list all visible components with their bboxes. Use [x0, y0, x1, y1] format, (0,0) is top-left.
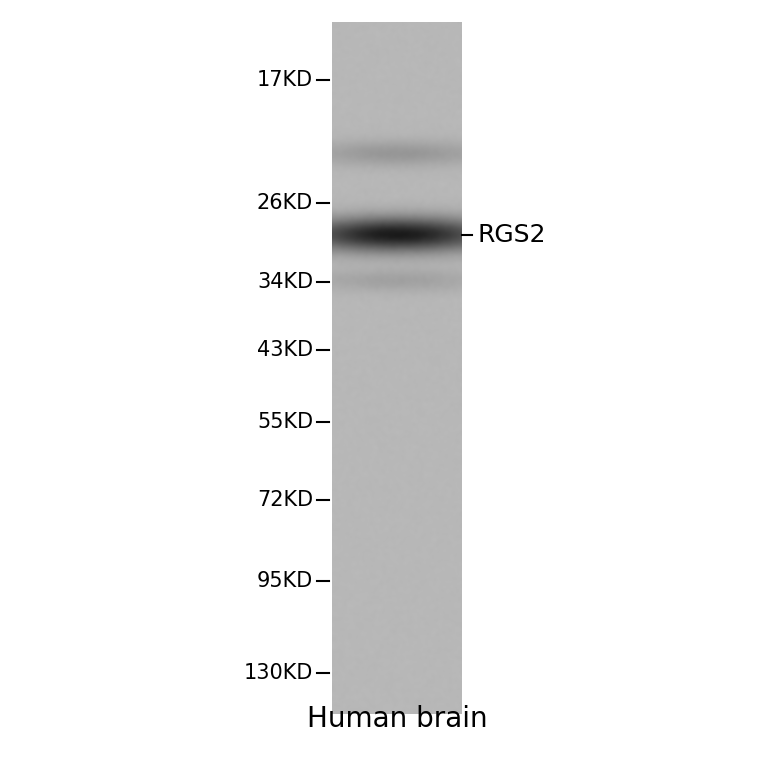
Text: 26KD: 26KD — [257, 193, 313, 213]
Text: 95KD: 95KD — [257, 571, 313, 591]
Text: 17KD: 17KD — [257, 70, 313, 89]
Text: 34KD: 34KD — [257, 272, 313, 292]
Text: 55KD: 55KD — [257, 412, 313, 432]
Text: 72KD: 72KD — [257, 490, 313, 510]
Text: 43KD: 43KD — [257, 340, 313, 360]
Text: 130KD: 130KD — [244, 662, 313, 682]
Text: Human brain: Human brain — [307, 705, 487, 733]
Text: RGS2: RGS2 — [478, 223, 546, 248]
